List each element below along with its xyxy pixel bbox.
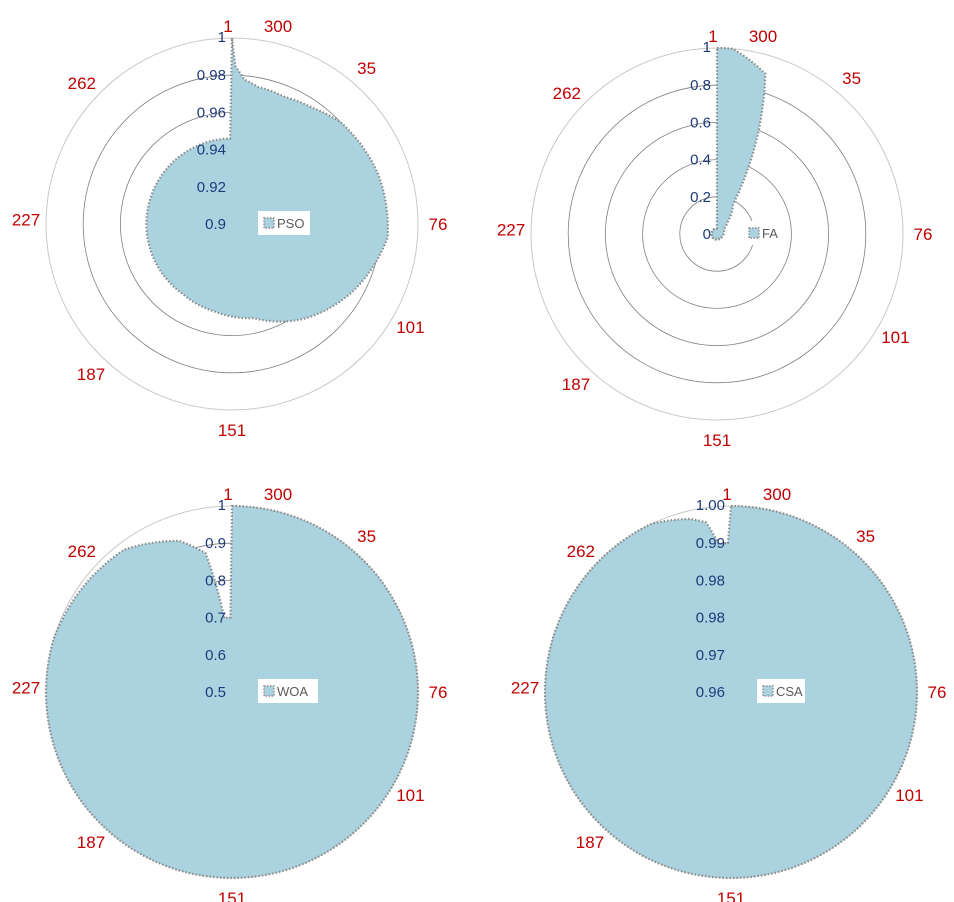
category-label: 187 <box>77 365 105 384</box>
category-label: 227 <box>12 679 40 698</box>
ring-label: 0.8 <box>690 77 711 94</box>
radar-chart-fa: 1 0.8 0.6 0.4 0.2 0 1 35 76 101 151 187 227 262 300 FA <box>497 27 933 450</box>
category-label: 300 <box>264 17 292 36</box>
ring-label: 0.9 <box>205 535 226 552</box>
category-label: 187 <box>576 833 604 852</box>
category-label: 151 <box>218 421 246 440</box>
category-label: 76 <box>429 215 448 234</box>
category-label: 35 <box>357 59 376 78</box>
ring-label: 1 <box>218 497 226 514</box>
category-label: 1 <box>223 17 232 36</box>
legend-label: FA <box>762 226 778 241</box>
ring-label: 0.94 <box>197 142 226 159</box>
category-label: 1 <box>722 485 731 504</box>
ring-label: 0.9 <box>205 216 226 233</box>
legend-marker-icon <box>263 685 275 697</box>
category-label: 151 <box>703 431 731 450</box>
radar-chart-pso: 1 0.98 0.96 0.94 0.92 0.9 1 35 76 101 151 187 227 262… <box>12 17 448 440</box>
category-label: 101 <box>895 786 923 805</box>
category-label: 1 <box>708 27 717 46</box>
ring-label: 1.00 <box>696 497 725 514</box>
ring-label: 0.99 <box>696 535 725 552</box>
ring-label: 0.6 <box>205 647 226 664</box>
ring-label: 0.98 <box>197 67 226 84</box>
category-label: 300 <box>763 485 791 504</box>
radar-chart-woa: 1 0.9 0.8 0.7 0.6 0.5 1 35 76 101 151 187 227 262 300 W… <box>12 485 448 902</box>
category-label: 76 <box>914 225 933 244</box>
legend-label: CSA <box>776 684 803 699</box>
category-label: 187 <box>562 375 590 394</box>
series-area-fa <box>710 46 767 241</box>
series-area-woa <box>44 504 420 880</box>
legend-marker-icon <box>762 685 774 697</box>
ring-label: 0.4 <box>690 152 711 169</box>
ring-label: 0.98 <box>696 572 725 589</box>
ring-label: 0.96 <box>197 104 226 121</box>
category-label: 76 <box>429 683 448 702</box>
category-label: 1 <box>223 485 232 504</box>
series-area-csa <box>543 504 919 880</box>
series-area-pso <box>145 37 389 323</box>
ring-label: 1 <box>218 29 226 46</box>
category-label: 35 <box>357 527 376 546</box>
category-label: 101 <box>396 786 424 805</box>
ring-label: 0.8 <box>205 572 226 589</box>
category-label: 101 <box>881 328 909 347</box>
ring-label: 0.7 <box>205 610 226 627</box>
ring-label: 0.6 <box>690 114 711 131</box>
ring-label: 0.92 <box>197 179 226 196</box>
ring-label: 1 <box>703 39 711 56</box>
category-label: 227 <box>497 221 525 240</box>
legend-label: WOA <box>277 684 308 699</box>
category-label: 227 <box>511 679 539 698</box>
category-label: 76 <box>928 683 947 702</box>
ring-label: 0 <box>703 226 711 243</box>
category-label: 262 <box>68 74 96 93</box>
legend-marker-icon <box>748 227 760 239</box>
ring-label: 0.97 <box>696 647 725 664</box>
ring-label: 0.98 <box>696 610 725 627</box>
radar-chart-csa: 1.00 0.99 0.98 0.98 0.97 0.96 1 35 76 101 151 187 22… <box>511 485 947 902</box>
category-label: 35 <box>856 527 875 546</box>
category-label: 151 <box>717 889 745 902</box>
ring-label: 0.2 <box>690 189 711 206</box>
category-label: 262 <box>553 84 581 103</box>
category-label: 187 <box>77 833 105 852</box>
category-label: 101 <box>396 318 424 337</box>
category-label: 262 <box>68 542 96 561</box>
legend-label: PSO <box>277 216 304 231</box>
category-label: 227 <box>12 211 40 230</box>
category-label: 300 <box>749 27 777 46</box>
ring-label: 0.5 <box>205 684 226 701</box>
category-label: 35 <box>842 69 861 88</box>
category-label: 262 <box>567 542 595 561</box>
category-label: 151 <box>218 889 246 902</box>
category-label: 300 <box>264 485 292 504</box>
ring-label: 0.96 <box>696 684 725 701</box>
legend-marker-icon <box>263 217 275 229</box>
